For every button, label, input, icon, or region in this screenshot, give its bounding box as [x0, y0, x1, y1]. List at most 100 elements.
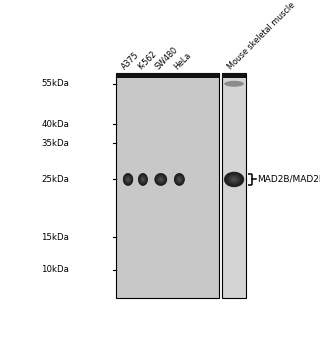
Ellipse shape	[142, 179, 143, 180]
Ellipse shape	[156, 175, 165, 184]
Ellipse shape	[124, 175, 132, 184]
Ellipse shape	[225, 173, 243, 186]
Ellipse shape	[177, 176, 182, 183]
Ellipse shape	[174, 173, 184, 186]
Ellipse shape	[228, 175, 240, 184]
Ellipse shape	[177, 177, 181, 182]
Ellipse shape	[123, 173, 133, 186]
Bar	[222, 73, 246, 298]
Ellipse shape	[233, 179, 235, 180]
Ellipse shape	[125, 176, 131, 183]
Ellipse shape	[127, 178, 129, 181]
Ellipse shape	[177, 177, 181, 182]
Ellipse shape	[228, 175, 240, 184]
Ellipse shape	[156, 174, 166, 185]
Ellipse shape	[138, 173, 148, 186]
Ellipse shape	[139, 175, 147, 184]
Ellipse shape	[158, 177, 164, 182]
Ellipse shape	[230, 176, 238, 183]
Ellipse shape	[140, 176, 145, 182]
Ellipse shape	[176, 175, 183, 184]
Ellipse shape	[232, 178, 236, 181]
Ellipse shape	[176, 176, 182, 183]
Ellipse shape	[232, 177, 236, 181]
Ellipse shape	[142, 179, 143, 180]
Ellipse shape	[154, 173, 167, 186]
Ellipse shape	[178, 177, 181, 182]
Ellipse shape	[140, 175, 146, 184]
Ellipse shape	[157, 176, 164, 183]
Ellipse shape	[227, 174, 241, 185]
Text: 35kDa: 35kDa	[41, 139, 69, 148]
Ellipse shape	[157, 176, 164, 183]
Text: MAD2B/MAD2L2: MAD2B/MAD2L2	[257, 175, 320, 184]
Ellipse shape	[155, 174, 166, 185]
Ellipse shape	[231, 177, 237, 182]
Ellipse shape	[224, 172, 244, 187]
Text: 40kDa: 40kDa	[41, 120, 69, 129]
Ellipse shape	[160, 179, 161, 180]
Ellipse shape	[226, 173, 242, 186]
Ellipse shape	[158, 176, 164, 183]
Ellipse shape	[157, 175, 165, 183]
Ellipse shape	[141, 177, 144, 181]
Ellipse shape	[123, 173, 133, 186]
Ellipse shape	[175, 174, 184, 185]
Text: Mouse skeletal muscle: Mouse skeletal muscle	[226, 1, 297, 72]
Ellipse shape	[138, 173, 148, 186]
Ellipse shape	[179, 179, 180, 180]
Ellipse shape	[140, 175, 146, 183]
Ellipse shape	[230, 177, 238, 182]
Ellipse shape	[174, 173, 185, 186]
Ellipse shape	[175, 174, 184, 184]
Ellipse shape	[176, 175, 183, 184]
Ellipse shape	[155, 173, 167, 186]
Ellipse shape	[174, 173, 185, 186]
Ellipse shape	[176, 175, 183, 183]
Ellipse shape	[229, 176, 239, 183]
Ellipse shape	[176, 175, 183, 184]
Ellipse shape	[177, 177, 181, 182]
Ellipse shape	[156, 175, 165, 184]
Ellipse shape	[140, 176, 146, 183]
Ellipse shape	[233, 178, 235, 180]
Ellipse shape	[127, 178, 129, 181]
Ellipse shape	[156, 175, 165, 184]
Ellipse shape	[126, 177, 130, 182]
Ellipse shape	[127, 178, 129, 180]
Ellipse shape	[141, 177, 145, 182]
Ellipse shape	[158, 177, 163, 182]
Ellipse shape	[138, 173, 148, 186]
Ellipse shape	[160, 178, 162, 181]
Ellipse shape	[140, 175, 146, 184]
Ellipse shape	[142, 178, 144, 181]
Ellipse shape	[175, 174, 184, 184]
Ellipse shape	[155, 174, 166, 185]
Ellipse shape	[127, 179, 129, 180]
Ellipse shape	[125, 175, 131, 183]
Ellipse shape	[125, 176, 131, 183]
Ellipse shape	[174, 174, 184, 185]
Ellipse shape	[159, 177, 163, 181]
Ellipse shape	[178, 178, 181, 181]
Ellipse shape	[142, 178, 144, 181]
Ellipse shape	[124, 174, 133, 185]
Ellipse shape	[142, 178, 144, 180]
Ellipse shape	[124, 174, 132, 185]
Ellipse shape	[158, 177, 163, 182]
Ellipse shape	[160, 179, 161, 180]
Ellipse shape	[126, 177, 130, 182]
Text: A375: A375	[120, 51, 141, 72]
Ellipse shape	[231, 177, 237, 182]
Ellipse shape	[176, 176, 183, 183]
Ellipse shape	[139, 175, 147, 184]
Ellipse shape	[224, 172, 244, 187]
Ellipse shape	[141, 177, 145, 182]
Ellipse shape	[228, 175, 240, 184]
Ellipse shape	[176, 175, 183, 183]
Ellipse shape	[156, 174, 166, 185]
Text: 25kDa: 25kDa	[41, 175, 69, 184]
Ellipse shape	[158, 176, 164, 182]
Ellipse shape	[126, 177, 130, 182]
Ellipse shape	[227, 174, 242, 185]
